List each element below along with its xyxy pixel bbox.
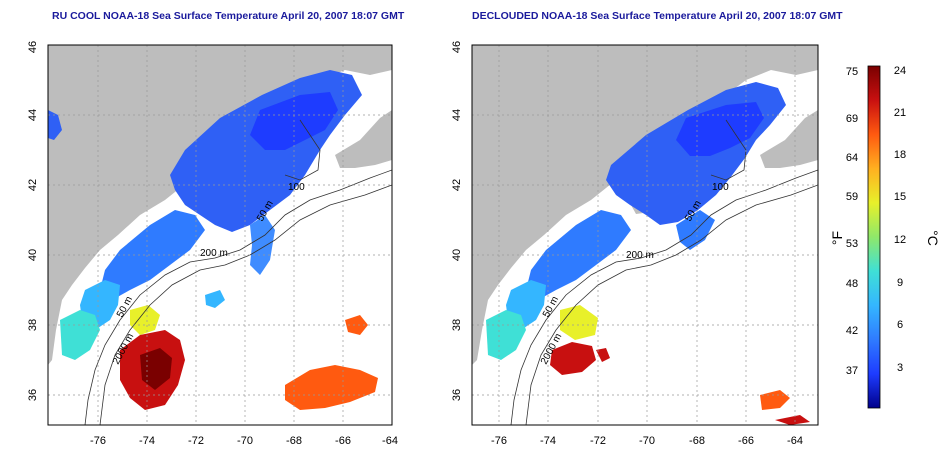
colorbar-scale (867, 65, 881, 409)
right-contour-label: 200 m (626, 250, 654, 261)
left-x-tick: -76 (90, 435, 106, 447)
fahrenheit-tick: 37 (846, 365, 858, 377)
left-map-grid (48, 45, 392, 425)
right-y-tick: 36 (451, 389, 463, 401)
fahrenheit-tick: 48 (846, 278, 858, 290)
right-x-tick: -74 (540, 435, 556, 447)
left-map-x-ticks: -76 -74 -72 -70 -68 -66 -64 (90, 435, 398, 447)
right-y-tick: 38 (451, 319, 463, 331)
fahrenheit-tick: 64 (846, 152, 858, 164)
right-x-tick: -76 (491, 435, 507, 447)
celsius-tick: 24 (894, 65, 906, 77)
right-map-y-ticks: 46 44 42 40 38 36 (451, 41, 463, 401)
left-x-tick: -68 (286, 435, 302, 447)
left-contour-label: 100 (288, 182, 305, 193)
right-y-tick: 42 (451, 179, 463, 191)
celsius-tick: 6 (897, 319, 903, 331)
right-map-nova-scotia (760, 110, 818, 168)
left-y-tick: 36 (27, 389, 39, 401)
colorbar-fahrenheit-ticks: 75 69 64 59 53 48 42 37 (846, 66, 858, 377)
celsius-tick: 3 (897, 362, 903, 374)
left-y-tick: 44 (27, 109, 39, 121)
fahrenheit-tick: 69 (846, 113, 858, 125)
right-map-bathymetry-contours (510, 119, 818, 425)
right-y-tick: 40 (451, 249, 463, 261)
left-map-land (48, 45, 392, 365)
fahrenheit-axis-label: °F (829, 231, 845, 245)
left-map-frame (47, 44, 393, 426)
right-x-tick: -64 (787, 435, 803, 447)
left-x-tick: -66 (335, 435, 351, 447)
right-map-grid (472, 45, 818, 425)
left-x-tick: -74 (139, 435, 155, 447)
right-x-tick: -70 (639, 435, 655, 447)
right-map-title: DECLOUDED NOAA-18 Sea Surface Temperatur… (472, 10, 843, 22)
left-x-tick: -70 (237, 435, 253, 447)
right-map-land (472, 45, 818, 365)
fahrenheit-tick: 75 (846, 66, 858, 78)
left-x-tick: -64 (382, 435, 398, 447)
right-y-tick: 44 (451, 109, 463, 121)
right-map (472, 45, 818, 425)
right-map-x-ticks: -76 -74 -72 -70 -68 -66 -64 (491, 435, 803, 447)
left-contour-label: 200 m (200, 248, 228, 259)
left-map-title: RU COOL NOAA-18 Sea Surface Temperature … (52, 10, 405, 22)
right-x-tick: -68 (689, 435, 705, 447)
celsius-tick: 9 (897, 277, 903, 289)
left-map-sst-field (48, 70, 378, 410)
celsius-tick: 12 (894, 234, 906, 246)
left-x-tick: -72 (188, 435, 204, 447)
left-y-tick: 42 (27, 179, 39, 191)
left-map-bathymetry-contours (84, 119, 392, 425)
celsius-tick: 18 (894, 149, 906, 161)
celsius-tick: 15 (894, 191, 906, 203)
celsius-tick: 21 (894, 107, 906, 119)
right-map-frame (471, 44, 819, 426)
right-contour-label: 100 (712, 182, 729, 193)
fahrenheit-tick: 42 (846, 325, 858, 337)
fahrenheit-tick: 53 (846, 238, 858, 250)
celsius-axis-label: °C (925, 230, 941, 246)
colorbar: 75 69 64 59 53 48 42 37 24 21 18 15 12 9… (829, 65, 941, 409)
right-y-tick: 46 (451, 41, 463, 53)
left-y-tick: 40 (27, 249, 39, 261)
left-map (48, 45, 392, 425)
left-y-tick: 38 (27, 319, 39, 331)
left-map-nova-scotia (335, 110, 392, 168)
fahrenheit-tick: 59 (846, 191, 858, 203)
right-x-tick: -72 (590, 435, 606, 447)
right-x-tick: -66 (738, 435, 754, 447)
colorbar-celsius-ticks: 24 21 18 15 12 9 6 3 (894, 65, 906, 374)
left-map-y-ticks: 46 44 42 40 38 36 (27, 41, 39, 401)
left-y-tick: 46 (27, 41, 39, 53)
